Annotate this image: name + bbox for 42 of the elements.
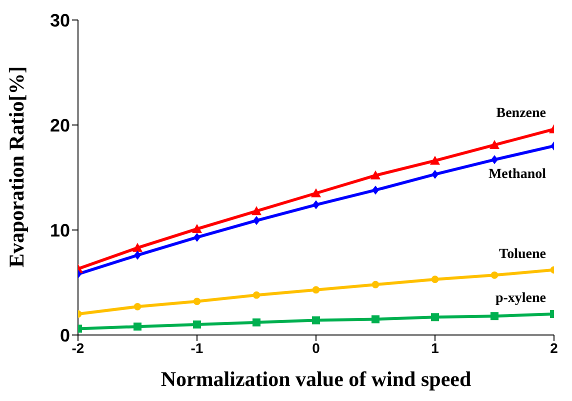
point (491, 155, 498, 164)
point (490, 140, 500, 149)
point (312, 316, 320, 324)
series-label: Benzene (496, 106, 546, 122)
point (134, 322, 142, 331)
point (134, 302, 142, 310)
point (372, 280, 380, 288)
x-tick-label: -1 (190, 340, 204, 356)
point (194, 232, 200, 242)
point (193, 298, 201, 306)
point (431, 313, 439, 322)
y-tick-label: 20 (50, 115, 70, 136)
point (134, 250, 141, 260)
point (490, 312, 498, 320)
x-tick-label: -2 (72, 340, 84, 356)
y-axis-title: Evaporation Ratio[%] (4, 66, 28, 268)
point (253, 216, 260, 226)
point (252, 206, 262, 216)
point (490, 271, 498, 279)
x-tick-label: 2 (550, 340, 558, 356)
point (312, 200, 320, 210)
point (311, 188, 321, 198)
y-tick-label: 10 (50, 220, 70, 240)
x-tick-label: 0 (312, 340, 320, 356)
point (372, 315, 380, 324)
series-label: p-xylene (495, 291, 546, 306)
point (252, 291, 260, 299)
point (252, 318, 260, 326)
x-axis-title: Normalization value of wind speed (160, 366, 472, 391)
point (372, 186, 379, 195)
point (312, 286, 320, 294)
point (430, 156, 440, 165)
point (192, 224, 202, 233)
point (193, 320, 201, 328)
series-label: Methanol (488, 167, 546, 182)
point (370, 170, 380, 180)
point (432, 170, 438, 179)
point (431, 276, 439, 284)
point (132, 242, 142, 252)
series-label: Toluene (499, 246, 546, 262)
x-tick-label: 1 (431, 340, 440, 356)
y-tick-label: 30 (50, 10, 70, 30)
